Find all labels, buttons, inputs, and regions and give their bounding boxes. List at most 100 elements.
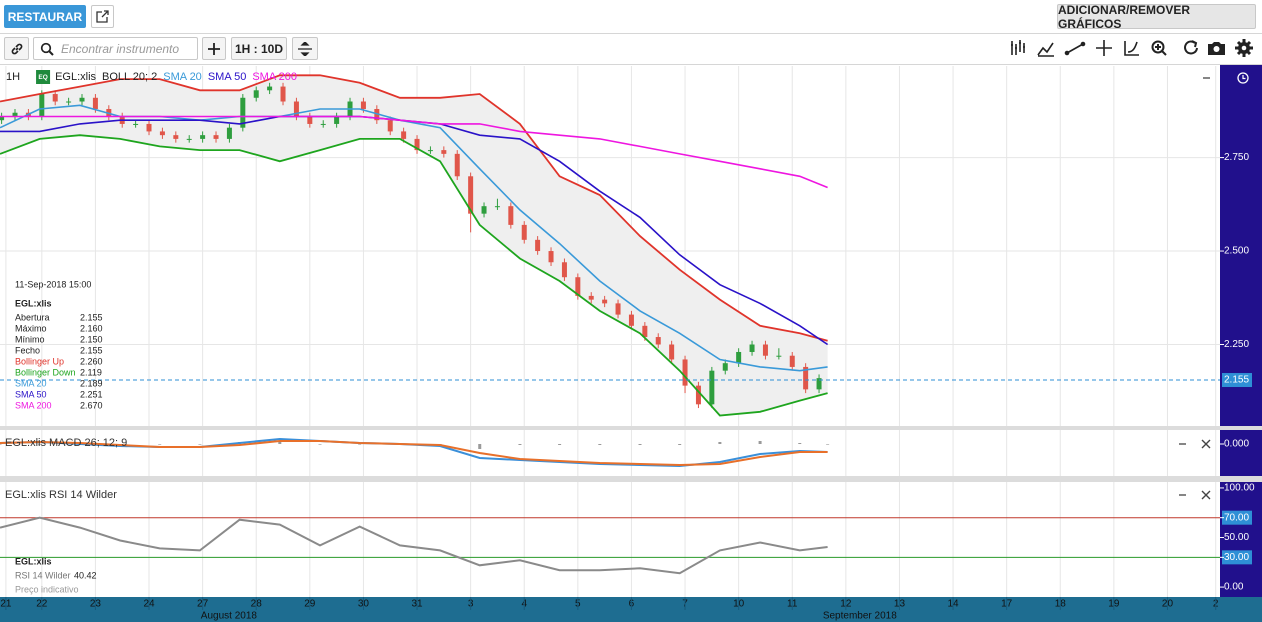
info-label: RSI 14 Wilder: [15, 570, 71, 580]
histogram-bar: [598, 444, 602, 445]
y-tick-label: 30.00: [1224, 552, 1249, 563]
y-tick-label: 2.500: [1224, 246, 1249, 257]
candle-body: [293, 101, 299, 117]
last-price-label: 2.155: [1224, 375, 1249, 386]
candle-body: [401, 131, 407, 139]
candle-body: [642, 325, 648, 338]
candle-body: [615, 303, 621, 315]
info-label: Abertura: [15, 312, 50, 322]
candle-body: [414, 138, 420, 151]
study-label: BOLL 20; 2: [102, 71, 157, 83]
candle-body: [240, 97, 246, 128]
candle-body: [427, 150, 433, 152]
legend-entry: SMA 50: [208, 71, 247, 83]
period-button[interactable]: 1H : 10D: [231, 37, 287, 60]
adjust-icon: [298, 41, 312, 56]
chart-toolbar: [0, 33, 1262, 65]
candle-body: [200, 135, 206, 139]
candle-body: [803, 366, 809, 390]
y-tick-label: 0.000: [1224, 439, 1249, 450]
info-label: Máximo: [15, 323, 47, 333]
close-icon[interactable]: [1201, 490, 1211, 500]
histogram-bar: [478, 444, 482, 449]
line-tool[interactable]: [1066, 43, 1084, 54]
candle-body: [133, 123, 139, 125]
y-axis-panel: [1220, 64, 1262, 597]
histogram-bar: [158, 444, 162, 445]
candles-tool[interactable]: [1011, 40, 1025, 55]
search-box[interactable]: Encontrar instrumento: [33, 37, 198, 60]
candle-body: [561, 262, 567, 278]
candle-body: [66, 101, 72, 103]
popout-button[interactable]: [91, 5, 114, 28]
candle-body: [762, 344, 768, 356]
candle-body: [12, 112, 18, 117]
info-value: 2.119: [80, 367, 102, 377]
fib-tool[interactable]: [1124, 41, 1139, 56]
candle-body: [39, 94, 45, 117]
candle-body: [575, 277, 581, 296]
symbol-badge-label: EQ: [38, 74, 47, 81]
info-value: 2.670: [80, 400, 103, 410]
search-placeholder: Encontrar instrumento: [61, 41, 180, 56]
candle-body: [588, 295, 594, 300]
zoom-tool[interactable]: [1155, 44, 1167, 56]
candle-body: [655, 337, 661, 345]
indicator-line: [0, 440, 828, 467]
add-remove-charts-button[interactable]: ADICIONAR/REMOVER GRÁFICOS: [1057, 3, 1256, 31]
histogram-bar: [758, 441, 762, 444]
histogram-bar: [518, 444, 522, 445]
close-icon[interactable]: [1201, 439, 1211, 449]
histogram-bar: [278, 442, 282, 444]
y-tick-label: 50.00: [1224, 532, 1249, 543]
histogram-bar: [318, 444, 322, 445]
candle-body: [494, 206, 500, 208]
candle-body: [186, 138, 192, 140]
info-label: Mínimo: [15, 334, 45, 344]
candle-body: [709, 370, 715, 405]
candle-body: [749, 344, 755, 352]
candle-body: [669, 344, 675, 360]
candle-body: [267, 86, 273, 91]
candle-body: [92, 97, 98, 109]
crosshair-tool[interactable]: [1096, 40, 1112, 56]
candle-body: [548, 251, 554, 263]
candle-body: [816, 378, 822, 390]
candle-body: [441, 150, 447, 154]
info-label: SMA 20: [15, 378, 47, 388]
info-value: 40.42: [74, 570, 97, 580]
bollinger-lower: [0, 134, 828, 417]
add-button[interactable]: [202, 37, 226, 60]
legend-entry: SMA 200: [252, 71, 297, 83]
candle-body: [320, 123, 326, 125]
panel-separator: [0, 476, 1262, 482]
info-label: Bollinger Down: [15, 367, 76, 377]
compare-button[interactable]: [292, 37, 318, 60]
candle-body: [682, 359, 688, 386]
clock-icon[interactable]: [1237, 72, 1249, 84]
candle-body: [307, 116, 313, 124]
y-tick-label: 2.750: [1224, 152, 1249, 163]
y-tick-box: [1222, 550, 1252, 565]
candle-body: [334, 116, 340, 124]
panel-title: EGL:xlis RSI 14 Wilder: [5, 489, 117, 501]
histogram-bar: [358, 444, 362, 445]
panel-separator: [0, 426, 1262, 430]
info-symbol: EGL:xlis: [15, 298, 52, 308]
last-price-box: [1222, 373, 1252, 388]
histogram-bar: [638, 444, 642, 445]
info-note: Preço indicativo: [15, 584, 79, 594]
legend-entry: SMA 20: [163, 71, 202, 83]
restore-button[interactable]: RESTAURAR: [4, 5, 86, 28]
info-value: 2.155: [80, 345, 103, 355]
candle-body: [253, 90, 259, 98]
candle-body: [173, 135, 179, 139]
link-button[interactable]: [4, 37, 29, 60]
reset-tool[interactable]: [1184, 40, 1198, 55]
info-value: 2.251: [80, 389, 103, 399]
info-label: SMA 50: [15, 389, 47, 399]
histogram-bar: [718, 442, 722, 444]
histogram-bar: [826, 444, 830, 445]
indicator-tool[interactable]: [1037, 42, 1054, 57]
